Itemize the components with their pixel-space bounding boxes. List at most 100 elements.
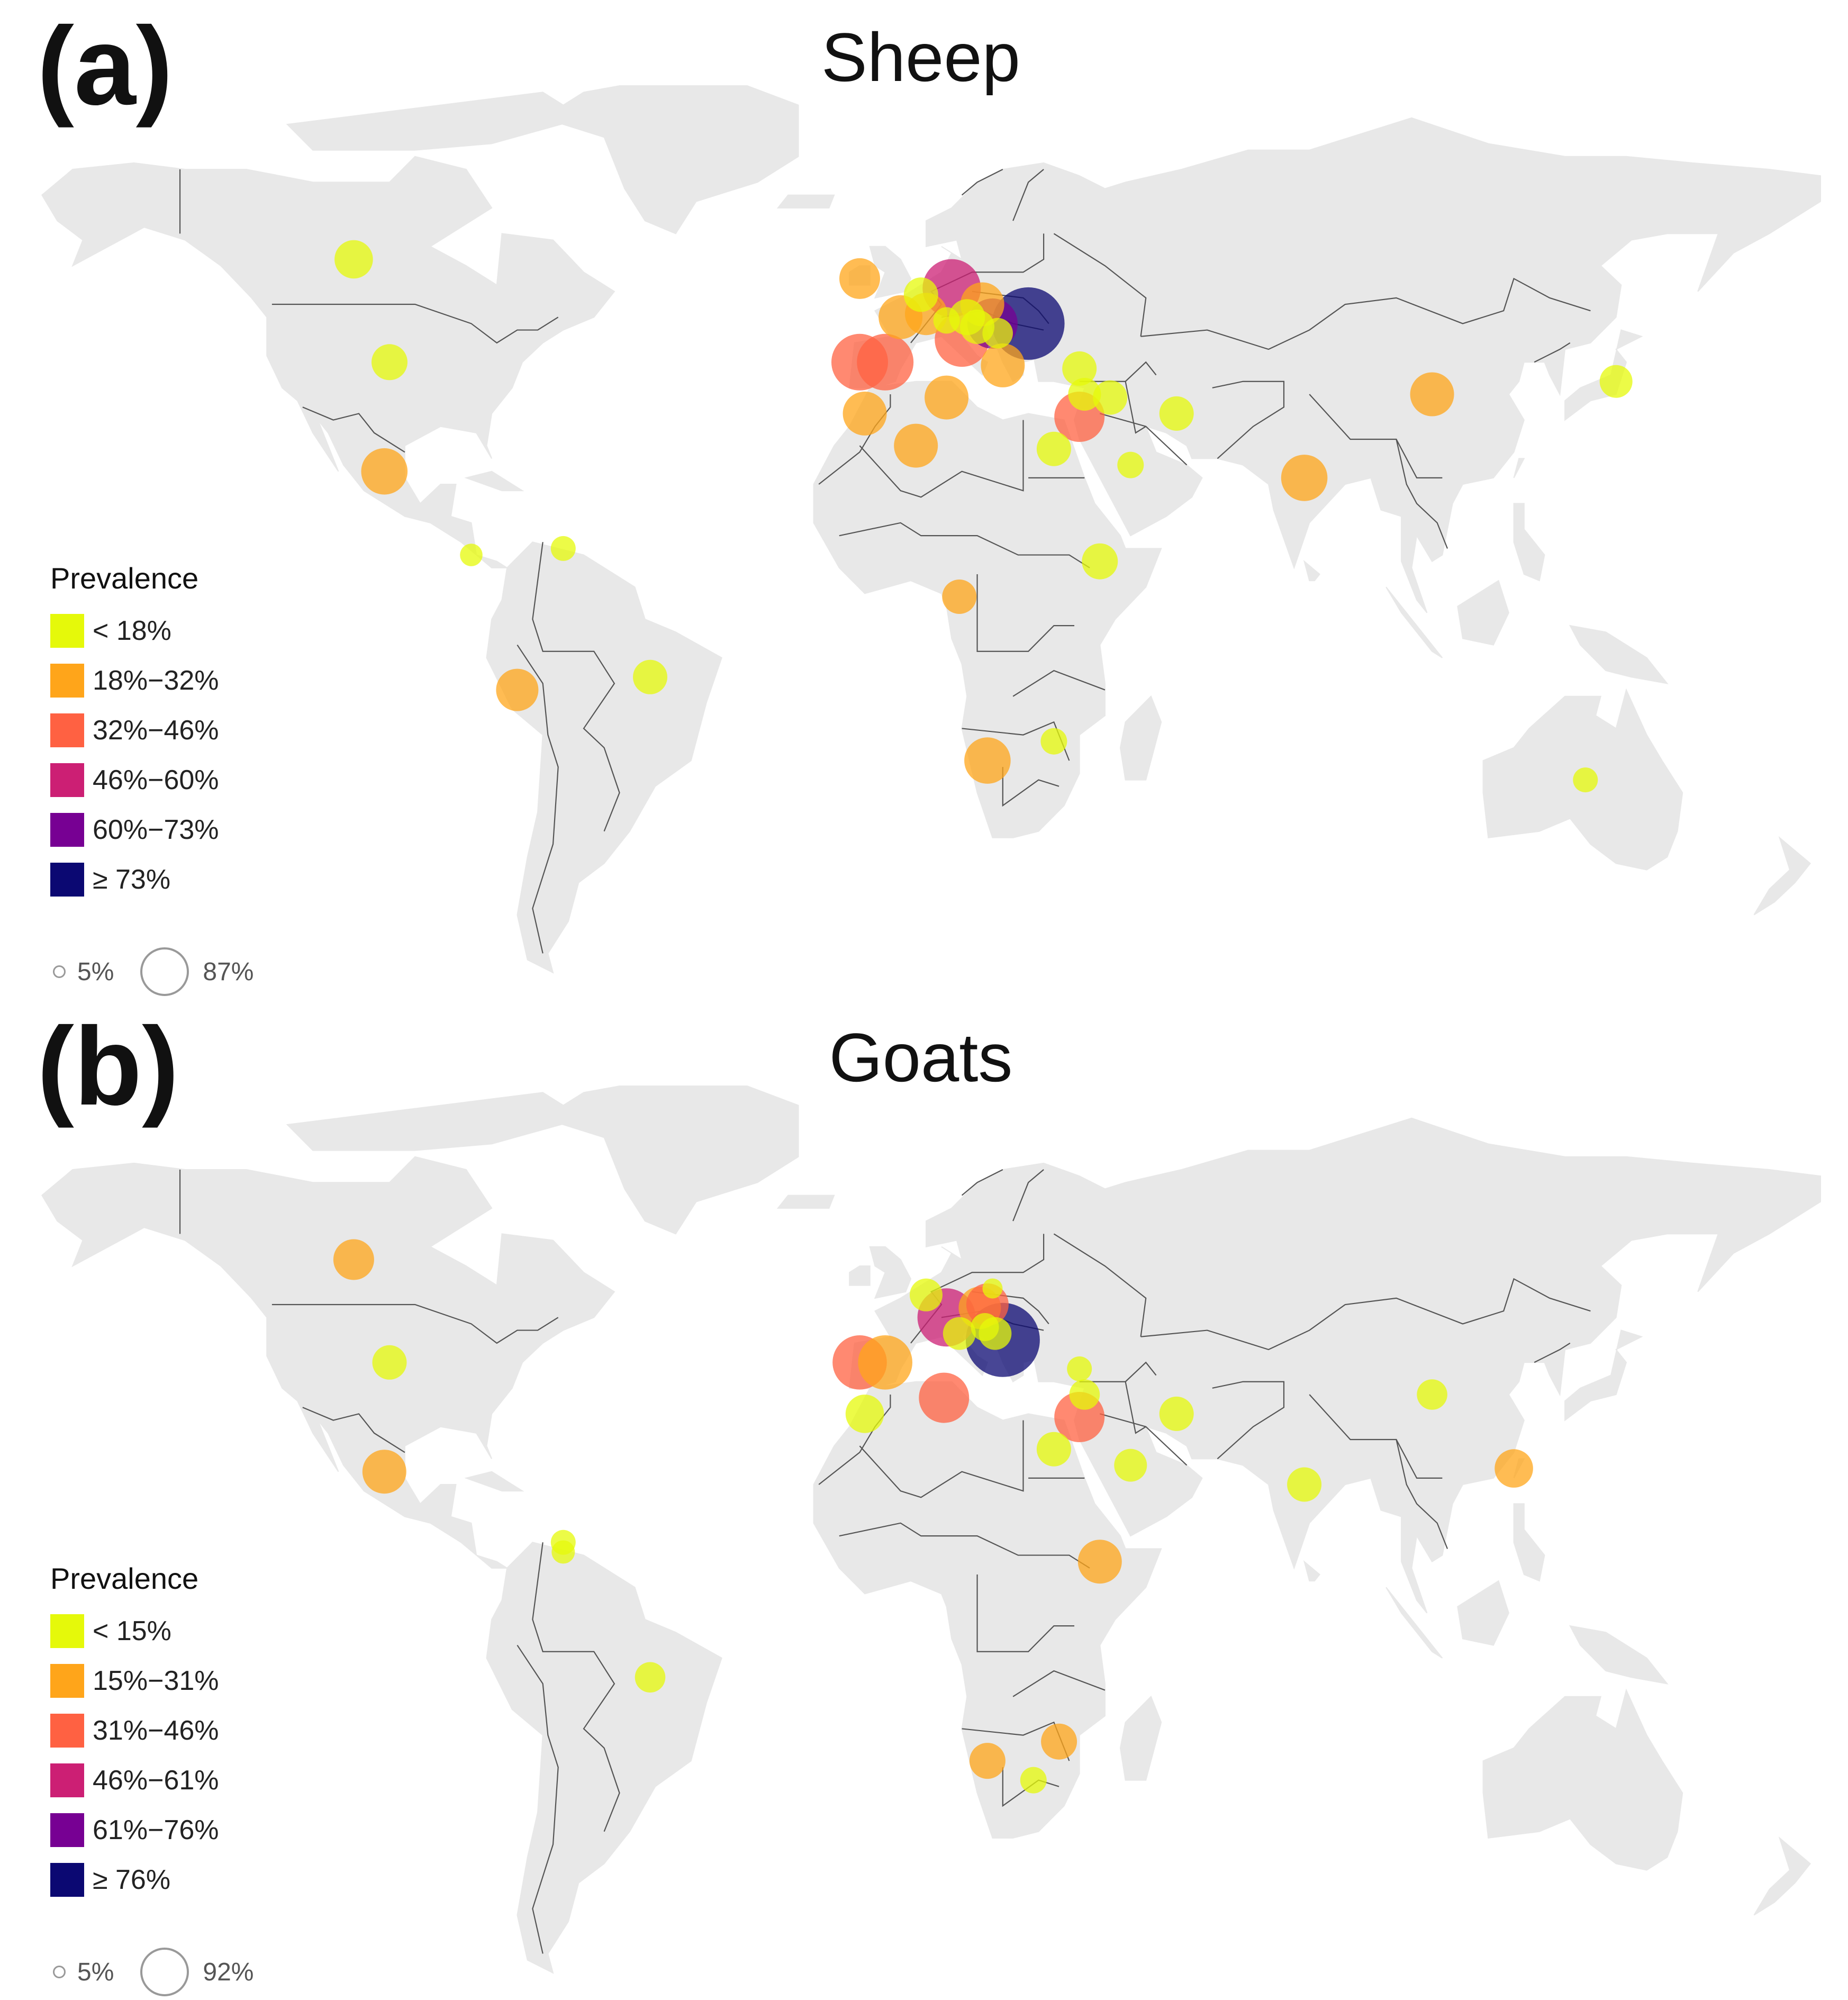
landmass-ireland (849, 1265, 871, 1286)
landmass-south-america (486, 1542, 722, 1974)
country-border-line (1534, 1342, 1571, 1363)
landmass-cuba (464, 1471, 524, 1492)
landmass-greenland (541, 85, 799, 234)
country-border-line (1100, 413, 1188, 466)
legend-label: 15%−31% (93, 1666, 219, 1696)
legend-swatch (50, 763, 84, 797)
prevalence-point (971, 1313, 999, 1341)
landmass-new-zealand (1753, 1836, 1811, 1916)
legend-title: Prevalence (50, 1562, 199, 1595)
landmass-taiwan (1513, 458, 1525, 478)
prevalence-point (550, 536, 576, 561)
prevalence-point (1068, 378, 1101, 411)
prevalence-point (1082, 543, 1118, 580)
country-border-line (1125, 1381, 1146, 1434)
legend-label: < 15% (93, 1616, 171, 1646)
prevalence-point (943, 1317, 976, 1350)
prevalence-point (551, 1540, 575, 1564)
legend-title: Prevalence (50, 562, 199, 595)
landmass-sri-lanka (1303, 559, 1320, 582)
landmass-north-america (41, 156, 615, 568)
landmass-japan (1564, 329, 1643, 421)
prevalence-point (1020, 1767, 1047, 1794)
size-legend-large-circle (140, 947, 189, 996)
country-border-line (517, 1644, 559, 1954)
country-border-line (1012, 1169, 1044, 1221)
country-border-line (302, 406, 405, 453)
landmass-madagascar (1119, 1695, 1162, 1781)
prevalence-point (1159, 396, 1194, 431)
landmass-eurasia (849, 117, 1821, 613)
legend-item: 46%−60% (50, 755, 219, 805)
prevalence-point (981, 343, 1025, 387)
size-legend-max: 87% (203, 957, 254, 986)
color-legend: Prevalence < 18% 18%−32% 32%−46% 46%−60%… (50, 561, 219, 904)
legend-item: ≥ 73% (50, 855, 219, 904)
country-border-line (839, 522, 1090, 568)
landmass-madagascar (1119, 695, 1162, 781)
prevalence-point (858, 1335, 912, 1390)
landmass-new-guinea (1569, 1625, 1669, 1685)
landmass-indonesia (1385, 586, 1443, 658)
prevalence-point (942, 580, 977, 614)
prevalence-point (333, 1239, 374, 1280)
size-legend: 5% 92% (53, 1948, 253, 1996)
country-border-line (517, 644, 559, 954)
landmass-north-america (41, 1156, 615, 1569)
legend-item: 15%−31% (50, 1656, 219, 1706)
prevalence-point (919, 1372, 970, 1423)
legend-label: 18%−32% (93, 665, 219, 696)
country-border-line (859, 1420, 1024, 1498)
prevalence-point (903, 277, 938, 312)
size-legend-min: 5% (77, 1958, 114, 1986)
prevalence-point (633, 659, 667, 694)
prevalence-point (1040, 728, 1067, 755)
country-border-line (1396, 1439, 1443, 1479)
legend-label: ≥ 76% (93, 1865, 171, 1895)
size-legend-small-circle (53, 1966, 66, 1978)
landmass-canada-islands (286, 92, 585, 151)
prevalence-point (1599, 365, 1633, 398)
country-border-line (976, 1574, 1075, 1652)
landmass-greenland (541, 1085, 799, 1235)
legend-item: ≥ 76% (50, 1855, 219, 1905)
map-title: Goats (829, 1019, 1013, 1096)
panel-goats: (b) Goats Prevalence < 15% 15%−31% 31%−4… (0, 1000, 1848, 2000)
world-map-sheep (41, 85, 1821, 974)
country-border-line (271, 1304, 559, 1344)
landmass-canada-islands (286, 1092, 585, 1151)
country-border-line (1140, 277, 1591, 350)
country-border-line (1212, 1381, 1285, 1460)
legend-item: 31%−46% (50, 1706, 219, 1755)
legend-label: 46%−61% (93, 1765, 219, 1796)
legend-label: 32%−46% (93, 715, 219, 746)
country-border-line (961, 169, 1003, 196)
landmass-iceland (776, 1194, 835, 1209)
size-legend: 5% 87% (53, 947, 253, 996)
prevalence-point (964, 737, 1011, 784)
prevalence-point (1287, 1467, 1322, 1502)
country-border-line (1012, 1670, 1106, 1697)
prevalence-point (1159, 1396, 1194, 1431)
country-border-line (1140, 1278, 1591, 1351)
map-title: Sheep (821, 19, 1020, 96)
color-legend: Prevalence < 15% 15%−31% 31%−46% 46%−61%… (50, 1561, 219, 1905)
legend-label: < 18% (93, 616, 171, 646)
prevalence-point (1573, 767, 1598, 793)
landmass-new-guinea (1569, 625, 1669, 684)
panel-sheep: (a) Sheep Prevalence < 18% 18%−32% 32%−4… (37, 11, 1821, 996)
legend-swatch (50, 713, 84, 747)
legend-swatch (50, 1813, 84, 1847)
prevalence-point (839, 258, 880, 299)
legend-label: 60%−73% (93, 815, 219, 845)
country-border-line (859, 420, 1024, 498)
legend-swatch (50, 863, 84, 897)
legend-swatch (50, 614, 84, 648)
prevalence-point (361, 448, 408, 495)
prevalence-point (910, 1278, 943, 1311)
land-layer (41, 1085, 1821, 1974)
country-border-line (961, 1169, 1003, 1196)
legend-label: 31%−46% (93, 1715, 219, 1746)
country-border-line (1079, 361, 1157, 382)
legend-label: ≥ 73% (93, 864, 171, 895)
